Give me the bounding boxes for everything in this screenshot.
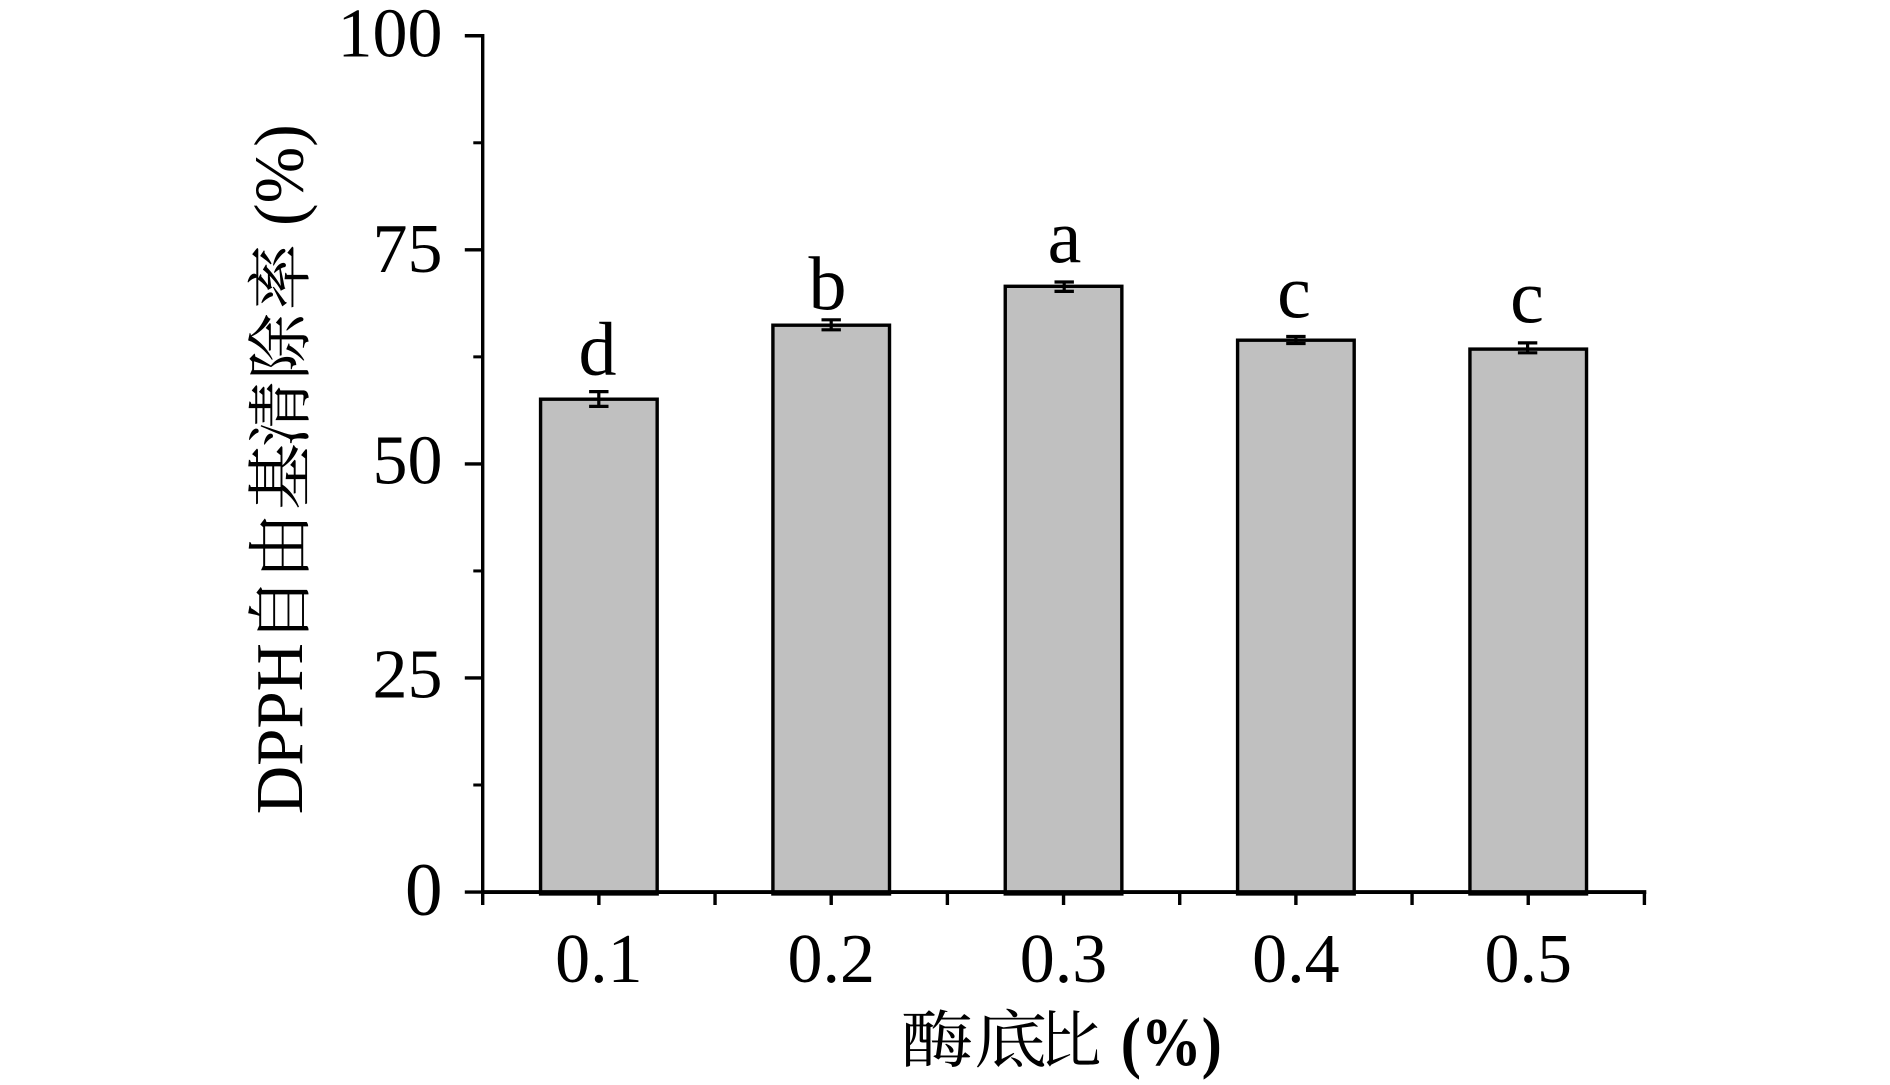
svg-text:(%): (%) (241, 124, 318, 226)
svg-text:DPPH: DPPH (243, 643, 317, 814)
svg-text:0.3: 0.3 (1020, 921, 1108, 998)
svg-text:100: 100 (338, 0, 443, 73)
svg-text:b: b (809, 243, 847, 327)
svg-text:50: 50 (373, 423, 443, 500)
svg-text:d: d (579, 308, 617, 392)
svg-text:0.4: 0.4 (1252, 921, 1340, 998)
svg-text:0.2: 0.2 (787, 921, 875, 998)
svg-text:(%): (%) (1121, 1004, 1222, 1081)
svg-text:a: a (1048, 196, 1082, 280)
svg-text:0.1: 0.1 (555, 921, 643, 998)
svg-text:0.5: 0.5 (1484, 921, 1572, 998)
svg-text:c: c (1277, 251, 1311, 335)
svg-text:0: 0 (405, 849, 443, 932)
svg-text:25: 25 (373, 637, 443, 714)
svg-text:c: c (1510, 256, 1544, 340)
svg-text:75: 75 (373, 211, 443, 288)
